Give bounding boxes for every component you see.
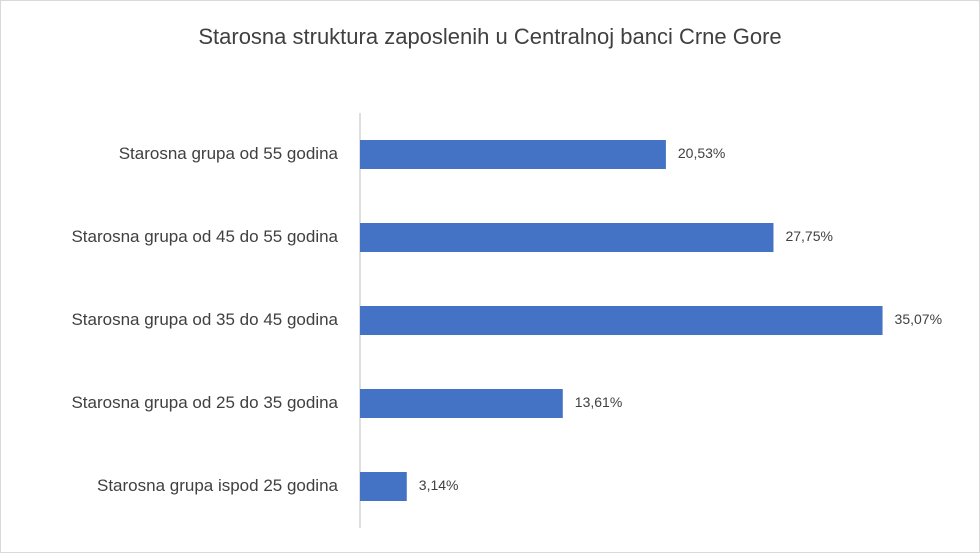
value-label: 27,75% [785, 228, 832, 244]
value-label: 35,07% [895, 311, 942, 327]
category-label: Starosna grupa od 55 godina [119, 144, 339, 163]
value-label: 3,14% [419, 477, 459, 493]
chart-title: Starosna struktura zaposlenih u Centraln… [198, 24, 781, 49]
bar [360, 389, 563, 418]
value-label: 13,61% [575, 394, 622, 410]
bar [360, 472, 407, 501]
bar [360, 306, 883, 335]
category-label: Starosna grupa od 25 do 35 godina [71, 393, 338, 412]
category-label: Starosna grupa od 45 do 55 godina [71, 227, 338, 246]
bar [360, 140, 666, 169]
category-label: Starosna grupa od 35 do 45 godina [71, 310, 338, 329]
bar [360, 223, 774, 252]
category-label: Starosna grupa ispod 25 godina [97, 476, 339, 495]
value-label: 20,53% [678, 145, 725, 161]
